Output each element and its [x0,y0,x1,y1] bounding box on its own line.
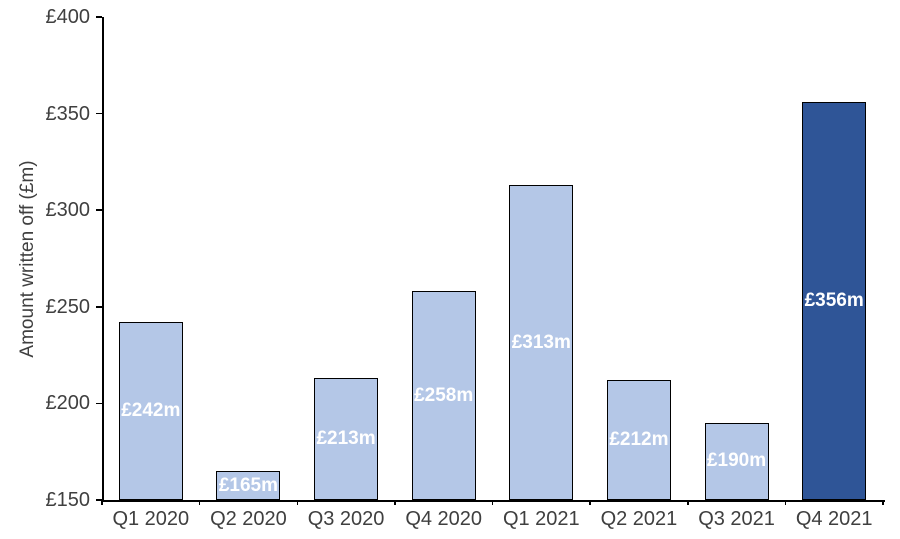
y-tick-mark [96,209,102,211]
bar-q1-2020: £242m [118,322,183,500]
y-tick-mark [96,499,102,501]
bar-q4-2021: £356m [802,102,867,500]
bar-data-label: £242m [121,400,181,422]
bar-q3-2021: £190m [704,422,769,500]
y-tick-label: £350 [45,102,91,125]
y-axis-title: Amount written off (£m) [17,159,38,358]
y-tick-label: £150 [45,489,91,511]
bar-q1-2021: £313m [509,185,574,500]
x-axis-label-q2-2020: Q2 2020 [210,508,287,530]
x-axis-label-q1-2021: Q1 2021 [502,508,580,530]
y-tick-mark [96,16,102,18]
bar-q2-2021: £212m [606,380,671,500]
y-axis-line [102,17,104,500]
bar-data-label: £313m [511,331,571,353]
bar-q4-2020: £258m [411,291,476,500]
bar-data-label: £258m [414,384,474,406]
x-axis-label-q3-2021: Q3 2021 [698,508,775,530]
x-tick-mark [394,500,396,505]
x-axis-label-q1-2020: Q1 2020 [112,508,190,530]
x-tick-mark [101,500,103,505]
x-tick-mark [296,500,298,505]
x-axis-label-q4-2021: Q4 2021 [795,508,873,530]
x-tick-mark [589,500,591,505]
x-axis-label-q3-2020: Q3 2020 [307,508,385,530]
bar-q3-2020: £213m [314,378,379,500]
y-tick-label: £400 [45,6,91,28]
x-tick-mark [198,500,201,505]
bar-q2-2020: £165m [216,471,281,500]
y-tick-label: £200 [45,392,91,415]
bar-data-label: £356m [804,289,864,311]
bar-data-label: £212m [609,429,669,451]
x-tick-mark [491,500,494,505]
y-tick-mark [96,112,102,115]
x-axis-label-q4-2020: Q4 2020 [405,508,483,530]
bar-data-label: £165m [218,474,279,496]
x-tick-mark [882,500,884,505]
bar-data-label: £213m [316,428,376,450]
x-tick-mark [687,500,689,505]
x-axis-label-q2-2021: Q2 2021 [600,508,678,530]
x-axis-line [102,500,885,502]
y-tick-mark [96,402,102,405]
y-tick-mark [96,306,102,308]
bar-data-label: £190m [706,450,767,472]
x-tick-mark [784,500,787,505]
y-tick-label: £250 [45,295,91,318]
y-tick-label: £300 [45,199,91,222]
